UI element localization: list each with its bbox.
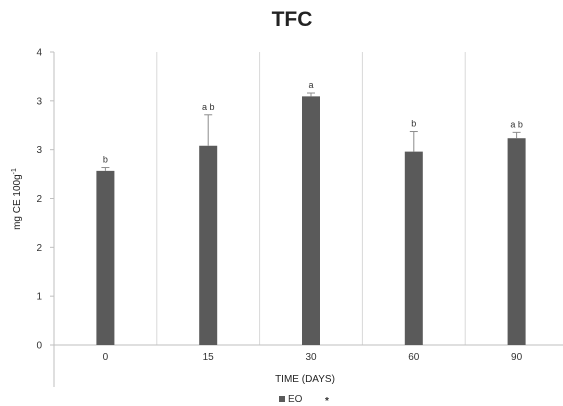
significance-label: a b [510, 119, 523, 129]
significance-label: a b [202, 102, 215, 112]
y-tick-label: 2 [36, 243, 42, 254]
x-tick-label: 60 [408, 352, 420, 363]
y-tick-label: 2 [36, 194, 42, 205]
legend-asterisk-marker: * [325, 396, 329, 406]
error-bars [101, 92, 521, 171]
y-tick-label: 3 [36, 145, 42, 156]
significance-label: b [411, 119, 416, 129]
bar [404, 151, 423, 345]
x-tick-label: 15 [203, 352, 215, 363]
x-tick-label: 30 [305, 352, 317, 363]
x-tick-label: 0 [103, 352, 109, 363]
legend-label-eo: EO [288, 394, 303, 405]
bar [96, 170, 115, 345]
y-axis-title: mg CE 100g-1 [11, 168, 23, 230]
bar [199, 145, 218, 345]
y-axis-ticks: 0 1 2 2 3 3 4 [36, 48, 54, 352]
significance-labels: b a b a b a b [103, 80, 523, 165]
chart-title: TFC [272, 8, 313, 31]
significance-label: b [103, 155, 108, 165]
y-axis-title-superscript: -1 [11, 168, 18, 174]
y-tick-label: 4 [36, 48, 42, 59]
x-axis-ticks: 0 15 30 60 90 [103, 352, 523, 363]
bars [96, 96, 526, 346]
grid-lines [156, 52, 466, 345]
bar [507, 138, 526, 345]
y-tick-label: 0 [36, 341, 42, 352]
x-tick-label: 90 [511, 352, 523, 363]
bar [302, 96, 320, 346]
y-axis-title-main: mg CE 100g [12, 174, 23, 230]
x-axis-title: TIME (DAYS) [275, 374, 335, 385]
legend-swatch-eo [279, 396, 285, 402]
legend: EO * [279, 394, 329, 406]
significance-label: a [308, 80, 313, 90]
y-tick-label: 3 [36, 96, 42, 107]
y-tick-label: 1 [36, 292, 42, 303]
